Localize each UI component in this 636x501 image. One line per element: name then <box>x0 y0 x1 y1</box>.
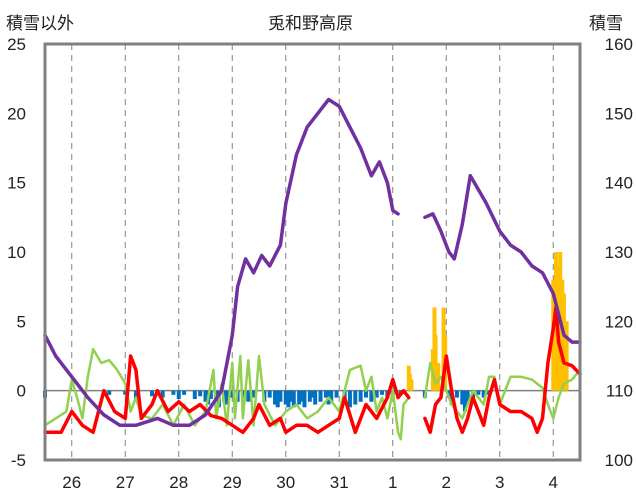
precip-bar-negative <box>160 390 165 398</box>
series-line-snow-depth <box>43 97 582 428</box>
y-left-tick-label: 10 <box>7 243 26 262</box>
x-tick-label: 3 <box>495 473 504 492</box>
precip-bar-negative <box>299 390 304 402</box>
x-tick-label: 28 <box>169 473 188 492</box>
precip-bar-negative <box>267 390 272 398</box>
precip-bar-positive <box>564 321 569 391</box>
precip-bar-negative <box>369 390 374 402</box>
precip-bar-positive <box>433 335 438 391</box>
precip-bar-negative <box>374 390 379 398</box>
precip-bar-negative <box>224 390 229 405</box>
precip-bar-negative <box>182 390 187 395</box>
precip-bar-negative <box>107 390 112 395</box>
precip-bar-negative <box>364 390 368 398</box>
precip-bar-negative <box>465 390 470 402</box>
precip-bar-negative <box>460 390 465 405</box>
precip-bar-negative <box>307 390 312 402</box>
x-tick-label: 31 <box>330 473 349 492</box>
precip-bar-negative <box>329 390 334 402</box>
x-tick-label: 2 <box>442 473 451 492</box>
precip-bar-negative <box>291 390 296 408</box>
chart-title: 兎和野高原 <box>268 14 353 33</box>
precip-bar-negative <box>380 390 385 395</box>
precip-bar-positive <box>436 362 441 391</box>
plot-frame <box>43 42 582 462</box>
precip-bar-negative <box>318 390 323 402</box>
y-right-tick-label: 100 <box>605 451 633 470</box>
y-right-tick-label: 120 <box>605 312 633 331</box>
y-left-axis-label: 積雪以外 <box>6 14 74 33</box>
precip-bar-negative <box>302 390 307 408</box>
precip-bar-negative <box>275 390 280 408</box>
y-left-tick-label: 5 <box>17 312 26 331</box>
precip-bar-negative <box>246 390 251 402</box>
y-left-tick-label: 25 <box>7 35 26 54</box>
precip-bar-negative <box>214 390 219 398</box>
precip-bar-negative <box>273 390 278 405</box>
precip-bar-negative <box>347 390 352 408</box>
precip-bar-negative <box>313 390 318 405</box>
y-right-tick-label: 140 <box>605 174 633 193</box>
x-tick-label: 1 <box>388 473 397 492</box>
precip-bar-negative <box>171 390 176 395</box>
y-right-tick-label: 160 <box>605 35 633 54</box>
precip-bar-negative <box>334 390 339 398</box>
precip-bar-negative <box>203 390 208 402</box>
precip-bar-negative <box>286 390 291 408</box>
precip-bar-negative <box>323 390 328 398</box>
series-line-temperature <box>43 305 582 435</box>
x-tick-label: 27 <box>116 473 135 492</box>
y-left-tick-label: -5 <box>11 451 26 470</box>
x-tick-label: 26 <box>62 473 81 492</box>
precip-bar-negative <box>123 390 128 395</box>
precip-bar-negative <box>476 390 481 395</box>
precip-bar-negative <box>481 390 486 398</box>
precip-bar-negative <box>251 390 256 398</box>
precip-bar-negative <box>198 390 203 397</box>
y-right-tick-label: 130 <box>605 243 633 262</box>
precip-bar-positive <box>409 379 414 391</box>
precip-bar-negative <box>133 390 138 399</box>
precip-bar-negative <box>310 390 315 398</box>
x-tick-label: 4 <box>549 473 558 492</box>
y-right-axis-label: 積雪 <box>589 14 623 33</box>
precip-bar-negative <box>289 390 294 402</box>
precip-bar-negative <box>150 390 154 397</box>
y-left-tick-label: 0 <box>17 382 26 401</box>
y-left-tick-label: 20 <box>7 104 26 123</box>
y-right-tick-label: 110 <box>606 382 633 401</box>
x-tick-label: 29 <box>223 473 242 492</box>
precip-bar-negative <box>208 390 213 399</box>
precip-bar-negative <box>176 390 181 399</box>
precip-bar-negative <box>462 390 467 412</box>
precip-bar-negative <box>278 390 283 402</box>
x-tick-label: 30 <box>276 473 295 492</box>
precip-bar-positive <box>561 293 566 391</box>
precip-bar-negative <box>283 390 288 405</box>
precip-bar-negative <box>192 390 197 399</box>
precip-bar-negative <box>230 390 235 398</box>
precip-bar-negative <box>297 390 302 405</box>
y-left-tick-label: 15 <box>7 174 26 193</box>
precip-bar-negative <box>454 390 459 398</box>
y-right-tick-label: 150 <box>605 104 633 123</box>
precip-bar-negative <box>353 390 358 405</box>
precip-bar-negative <box>358 390 363 402</box>
